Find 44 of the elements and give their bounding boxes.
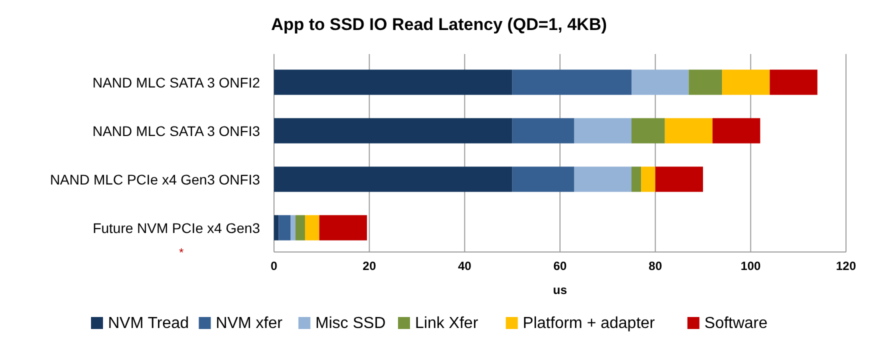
bar — [274, 70, 512, 95]
y-tick-label: NAND MLC SATA 3 ONFI3 — [92, 122, 260, 139]
bar — [512, 118, 574, 144]
bar — [688, 70, 722, 95]
chart-title: App to SSD IO Read Latency (QD=1, 4KB) — [271, 15, 607, 34]
x-tick-label: 120 — [836, 259, 856, 273]
legend-label: Link Xfer — [415, 315, 479, 332]
text: * — [179, 245, 184, 260]
bar — [722, 70, 770, 95]
bar — [574, 166, 632, 192]
bar — [295, 215, 305, 240]
bar — [274, 215, 279, 240]
x-tick-label: 40 — [458, 259, 472, 273]
bar — [319, 215, 367, 240]
x-tick-label: 80 — [648, 259, 662, 273]
bar — [278, 215, 291, 240]
bar — [574, 118, 632, 144]
bar — [632, 166, 642, 192]
bar — [512, 70, 632, 95]
bar — [712, 118, 760, 144]
bar — [274, 118, 512, 144]
x-tick-label: 20 — [362, 259, 376, 273]
bar — [632, 70, 689, 95]
bar — [770, 70, 818, 95]
bar — [290, 215, 296, 240]
x-tick-label: 60 — [553, 259, 567, 273]
y-tick-label: NAND MLC PCIe x4 Gen3 ONFI3 — [50, 171, 260, 188]
y-tick-label: NAND MLC SATA 3 ONFI2 — [92, 74, 260, 90]
x-axis-title: us — [552, 283, 568, 297]
legend-label: Misc SSD — [315, 315, 386, 332]
bar — [655, 166, 703, 192]
x-tick-label: 0 — [270, 259, 278, 273]
bar — [304, 215, 320, 240]
bar — [512, 166, 574, 192]
bar — [274, 166, 512, 192]
legend-label: Software — [704, 315, 768, 332]
bar — [664, 118, 713, 144]
legend-label: NVM Tread — [108, 315, 189, 332]
bar — [632, 118, 665, 144]
y-tick-label: Future NVM PCIe x4 Gen3 — [92, 220, 260, 236]
legend-label: Platform + adapter — [522, 315, 656, 332]
bar — [641, 166, 656, 192]
x-tick-label: 100 — [740, 259, 761, 273]
legend-label: NVM xfer — [216, 315, 284, 332]
